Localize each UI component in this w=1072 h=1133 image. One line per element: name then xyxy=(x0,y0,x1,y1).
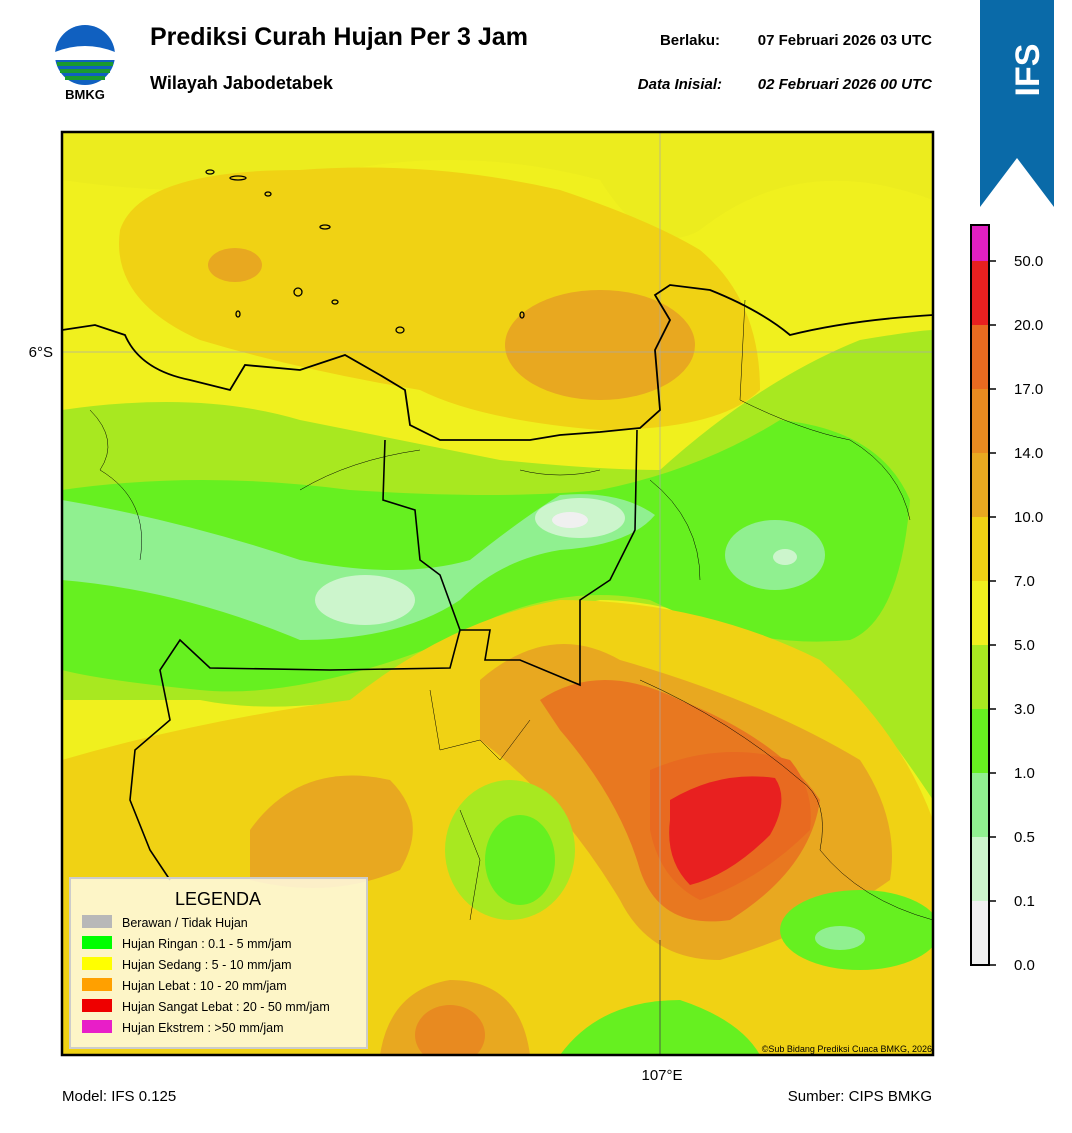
source: Sumber: CIPS BMKG xyxy=(788,1088,932,1105)
legend-swatch xyxy=(82,915,112,928)
valid-time: 07 Februari 2026 03 UTC xyxy=(758,32,932,49)
legend-swatch xyxy=(82,999,112,1012)
legend-items: Berawan / Tidak Hujan Hujan Ringan : 0.1 … xyxy=(82,915,330,1035)
colorbar-label: 1.0 xyxy=(1014,765,1035,782)
init-label: Data Inisial: xyxy=(638,76,722,93)
colorbar-segment xyxy=(971,837,989,901)
badge xyxy=(980,0,1054,207)
district-line xyxy=(89,299,933,1055)
colorbar-segment xyxy=(971,389,989,453)
legend-title: LEGENDA xyxy=(175,889,261,909)
colorbar-segment xyxy=(971,261,989,325)
legend-label: Hujan Sangat Lebat : 20 - 50 mm/jam xyxy=(122,1000,330,1014)
coastline xyxy=(62,284,933,441)
map: LEGENDA Berawan / Tidak Hujan Hujan Ringa… xyxy=(62,132,933,1055)
colorbar-segment xyxy=(971,581,989,645)
colorbar-label: 0.0 xyxy=(1014,957,1035,974)
title: Prediksi Curah Hujan Per 3 Jam xyxy=(150,23,528,51)
legend-swatch xyxy=(82,978,112,991)
colorbar-label: 10.0 xyxy=(1014,509,1043,526)
valid-label: Berlaku: xyxy=(660,32,720,49)
legend-label: Hujan Sedang : 5 - 10 mm/jam xyxy=(122,958,292,972)
colorbar-label: 3.0 xyxy=(1014,701,1035,718)
logo: BMKG xyxy=(55,25,115,102)
colorbar-label: 50.0 xyxy=(1014,253,1043,270)
boundary xyxy=(129,439,461,881)
colorbar-segment xyxy=(971,453,989,517)
legend-swatch xyxy=(82,1020,112,1033)
colorbar-segment xyxy=(971,645,989,709)
legend-label: Berawan / Tidak Hujan xyxy=(122,916,248,930)
model: Model: IFS 0.125 xyxy=(62,1088,176,1105)
colorbar-label: 5.0 xyxy=(1014,637,1035,654)
init-time: 02 Februari 2026 00 UTC xyxy=(758,76,933,93)
subtitle: Wilayah Jabodetabek xyxy=(150,73,334,93)
logo-text: BMKG xyxy=(65,87,105,102)
colorbar-segment xyxy=(971,325,989,389)
colorbar-label: 14.0 xyxy=(1014,445,1043,462)
colorbar-label: 17.0 xyxy=(1014,381,1043,398)
colorbar: 0.0 0.1 0.5 1.0 3.0 5.0 7.0 10.0 14.0 17.0 20.0 50.… xyxy=(970,224,1043,974)
credit: ©Sub Bidang Prediksi Cuaca BMKG, 2026 xyxy=(762,1044,932,1054)
legend-label: Hujan Ringan : 0.1 - 5 mm/jam xyxy=(122,937,292,951)
legend-label: Hujan Lebat : 10 - 20 mm/jam xyxy=(122,979,287,993)
lon-label: 107°E xyxy=(641,1067,682,1084)
islands xyxy=(205,169,525,334)
legend-box: LEGENDA Berawan / Tidak Hujan Hujan Ringa… xyxy=(69,877,368,1049)
badge-text: IFS xyxy=(1009,44,1047,97)
map-frame xyxy=(60,130,935,1057)
legend-swatch xyxy=(82,936,112,949)
colorbar-segment xyxy=(971,901,989,965)
colorbar-label: 0.5 xyxy=(1014,829,1035,846)
boundary xyxy=(460,429,638,687)
colorbar-label: 0.1 xyxy=(1014,893,1035,910)
colorbar-segment xyxy=(971,709,989,773)
colorbar-label: 20.0 xyxy=(1014,317,1043,334)
colorbar-segment xyxy=(971,773,989,837)
legend-swatch xyxy=(82,957,112,970)
colorbar-label: 7.0 xyxy=(1014,573,1035,590)
lat-label: 6°S xyxy=(29,344,53,361)
colorbar-frame xyxy=(970,224,990,966)
colorbar-segment xyxy=(971,517,989,581)
legend-label: Hujan Ekstrem : >50 mm/jam xyxy=(122,1021,284,1035)
colorbar-segment xyxy=(971,225,989,261)
